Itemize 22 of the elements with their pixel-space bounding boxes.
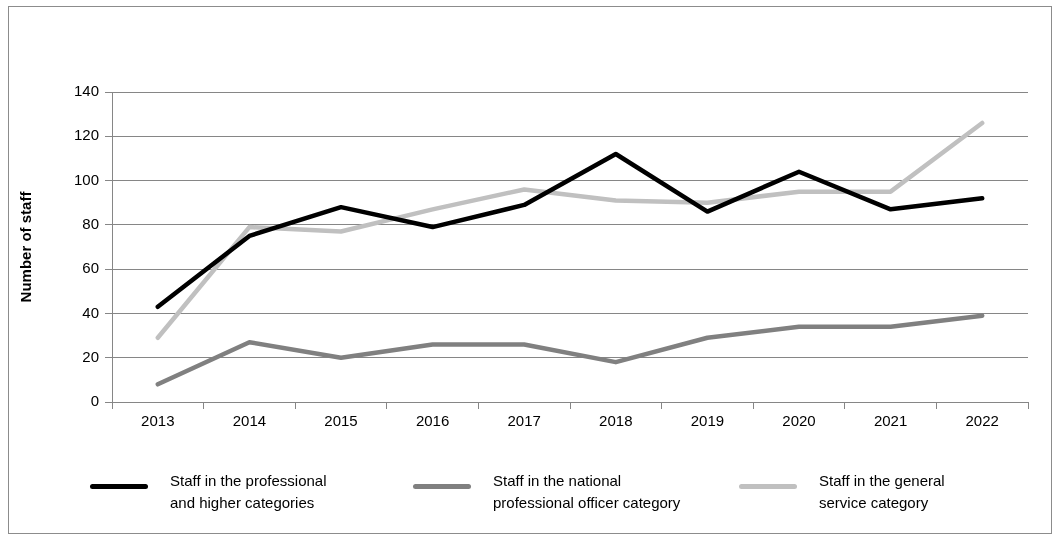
x-tick-label: 2014 — [232, 412, 267, 430]
x-tick-label: 2022 — [965, 412, 999, 430]
y-tick-label: 140 — [73, 82, 99, 100]
y-tick-label: 60 — [82, 259, 99, 277]
x-tick-label: 2017 — [507, 412, 541, 430]
x-tick-label: 2020 — [782, 412, 816, 430]
y-tick-label: 40 — [82, 303, 99, 321]
y-tick-label: 120 — [73, 126, 99, 144]
legend-label: Staff in the general service category — [819, 471, 946, 513]
y-axis-title: Number of staff — [17, 190, 35, 303]
y-tick-label: 20 — [82, 347, 99, 365]
y-tick-label: 0 — [90, 392, 99, 410]
y-tick-label: 100 — [73, 170, 99, 188]
x-tick-label: 2013 — [141, 412, 175, 430]
x-tick-label: 2018 — [599, 412, 633, 430]
x-tick-label: 2019 — [690, 412, 725, 430]
y-tick-label: 80 — [82, 215, 99, 232]
legend-label: Staff in the national professional officer category — [493, 471, 682, 513]
x-tick-label: 2015 — [324, 412, 358, 430]
x-tick-label: 2016 — [415, 412, 450, 430]
x-tick-label: 2021 — [873, 412, 908, 430]
legend-label: Staff in the professional and higher categories — [170, 471, 328, 513]
